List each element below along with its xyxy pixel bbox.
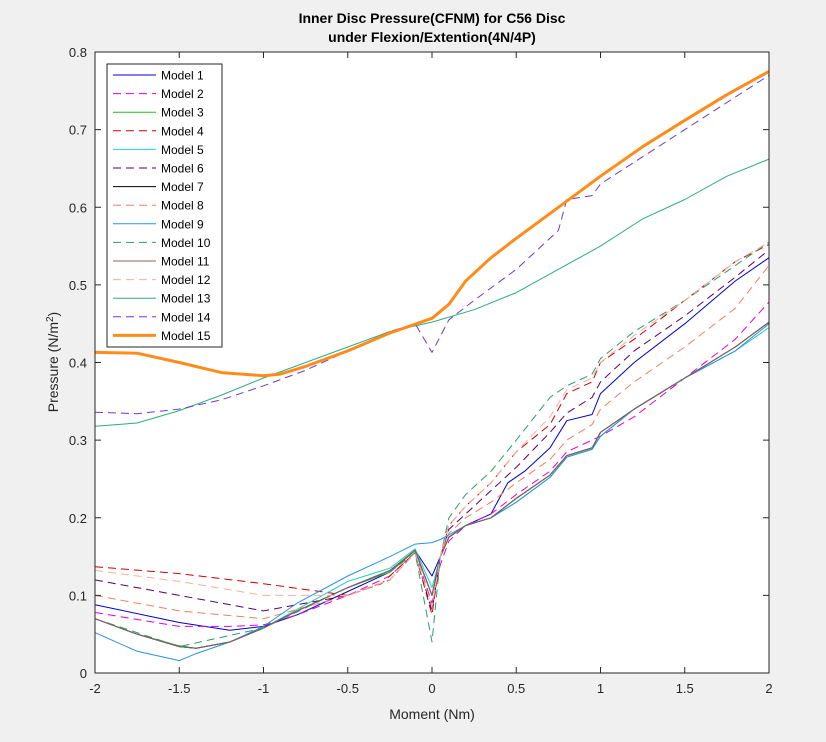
y-tick-label: 0.8: [69, 45, 87, 60]
y-tick-label: 0: [80, 666, 87, 681]
legend-label-model-9: Model 9: [161, 217, 204, 231]
legend-label-model-5: Model 5: [161, 143, 204, 157]
y-tick-label: 0.3: [69, 433, 87, 448]
y-axis-label-main: Pressure (N/m: [45, 322, 61, 412]
legend-label-model-8: Model 8: [161, 199, 204, 213]
y-axis-label: Pressure (N/m2): [45, 312, 61, 412]
legend-label-model-10: Model 10: [161, 236, 211, 250]
chart-title-line2: under Flexion/Extention(4N/4P): [328, 29, 536, 45]
series-line-model-13: [94, 158, 770, 427]
x-tick-label: -0.5: [337, 681, 359, 696]
legend-label-model-7: Model 7: [161, 180, 204, 194]
legend-label-model-4: Model 4: [161, 124, 204, 138]
series-line-model-14: [94, 74, 770, 415]
y-tick-label: 0.4: [69, 356, 87, 371]
legend: Model 1 Model 2 Model 3 Model 4 Model 5 Model…: [106, 63, 223, 348]
chart-title-line1: Inner Disc Pressure(CFNM) for C56 Disc: [299, 10, 566, 26]
y-tick-label: 0.7: [69, 123, 87, 138]
y-tick-label: 0.5: [69, 278, 87, 293]
series-line-model-11: [94, 321, 770, 649]
legend-label-model-14: Model 14: [161, 310, 211, 324]
legend-label-model-15: Model 15: [161, 329, 211, 343]
x-tick-label: -1: [258, 681, 270, 696]
x-tick-label: 0: [428, 681, 435, 696]
y-tick-label: 0.6: [69, 200, 87, 215]
series-line-model-15: [94, 70, 770, 378]
series-layer: [94, 70, 770, 662]
legend-label-model-3: Model 3: [161, 106, 204, 120]
y-tick-label: 0.1: [69, 588, 87, 603]
series-line-model-12: [94, 241, 770, 608]
y-axis-label-sup: 2: [45, 316, 56, 322]
legend-entries: Model 1 Model 2 Model 3 Model 4 Model 5 Model…: [113, 69, 211, 343]
x-tick-label: 1.5: [676, 681, 694, 696]
legend-label-model-6: Model 6: [161, 162, 204, 176]
series-line-model-9: [94, 323, 770, 662]
y-tick-label: 0.2: [69, 511, 87, 526]
x-tick-label: -1.5: [168, 681, 190, 696]
x-tick-label: 1: [597, 681, 604, 696]
y-axis-label-end: ): [45, 312, 61, 317]
legend-label-model-13: Model 13: [161, 292, 211, 306]
ticks-layer: -2 -1.5 -1 -0.5 0 0.5 1 1.5 2 0 0.1 0.2 0.3 0.4 0.5 0.6…: [69, 45, 773, 696]
x-tick-label: 0.5: [507, 681, 525, 696]
legend-label-model-11: Model 11: [161, 255, 210, 269]
legend-label-model-2: Model 2: [161, 87, 204, 101]
x-tick-label: -2: [89, 681, 101, 696]
x-tick-label: 2: [765, 681, 772, 696]
x-axis-label: Moment (Nm): [389, 706, 475, 722]
legend-label-model-12: Model 12: [161, 273, 211, 287]
legend-label-model-1: Model 1: [161, 69, 204, 83]
